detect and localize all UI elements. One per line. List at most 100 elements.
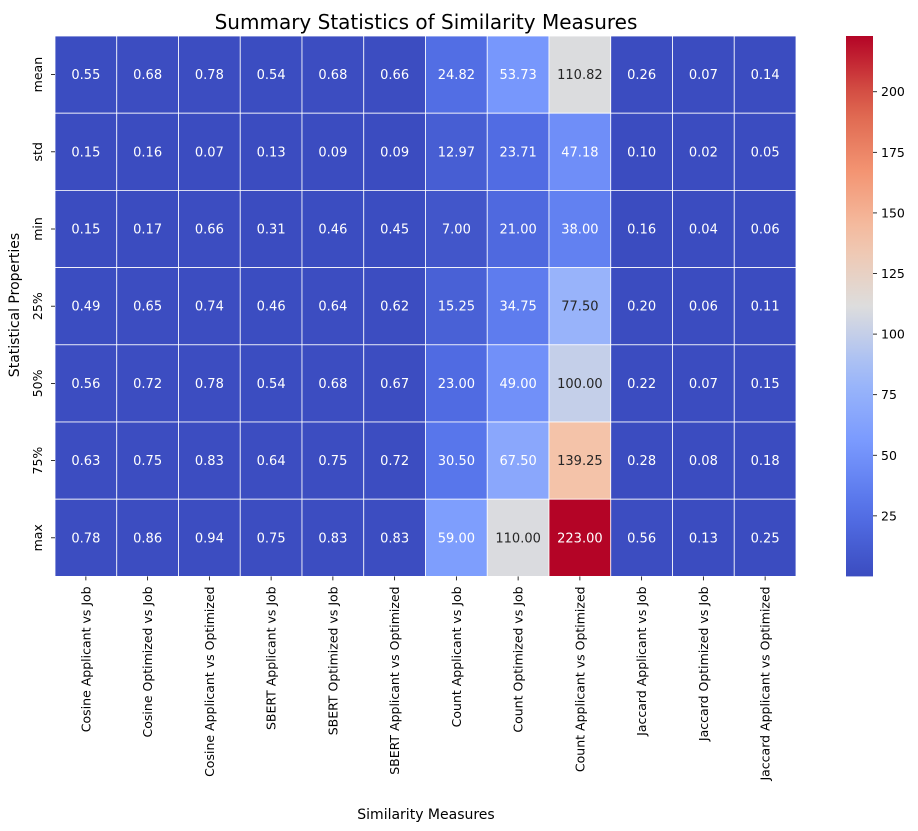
- cell-value-label: 23.00: [438, 377, 475, 392]
- cell-value-label: 0.56: [71, 377, 100, 392]
- heatmap-cell: [733, 267, 797, 346]
- cell-value-label: 24.82: [438, 68, 475, 83]
- x-tick-label: Count Optimized vs Job: [511, 586, 526, 732]
- heatmap-cell: [363, 35, 426, 114]
- chart-title: Summary Statistics of Similarity Measure…: [215, 10, 638, 34]
- heatmap-cell: [239, 498, 303, 577]
- cell-value-label: 0.83: [318, 531, 347, 546]
- cell-value-label: 0.13: [689, 531, 718, 546]
- cell-value-label: 0.07: [195, 145, 224, 160]
- heatmap-cell: [486, 421, 550, 500]
- cell-value-label: 38.00: [561, 223, 598, 238]
- x-tick-label: SBERT Optimized vs Job: [325, 586, 340, 735]
- heatmap-cell: [239, 35, 303, 114]
- cell-value-label: 0.20: [627, 300, 656, 315]
- cell-value-label: 67.50: [500, 454, 537, 469]
- heatmap-cell: [301, 498, 365, 577]
- heatmap-cell: [54, 189, 118, 268]
- cell-value-label: 0.72: [133, 377, 162, 392]
- heatmap-cell: [548, 421, 612, 500]
- heatmap-cell: [178, 267, 241, 346]
- cell-value-label: 0.14: [751, 68, 780, 83]
- heatmap-cell: [733, 498, 797, 577]
- heatmap-cell: [548, 267, 612, 346]
- cell-value-label: 0.63: [71, 454, 100, 469]
- heatmap-cell: [610, 267, 673, 346]
- heatmap-cell: [610, 35, 673, 114]
- heatmap-cell: [239, 112, 303, 191]
- y-tick-label: 50%: [30, 369, 45, 397]
- heatmap-cell: [301, 344, 365, 423]
- cell-value-label: 0.74: [195, 300, 224, 315]
- colorbar-tick-label: 200: [881, 84, 905, 99]
- heatmap-cell: [363, 112, 426, 191]
- cell-value-label: 0.46: [318, 223, 347, 238]
- heatmap-cell: [239, 267, 303, 346]
- heatmap-cell: [178, 344, 241, 423]
- cell-value-label: 0.15: [751, 377, 780, 392]
- colorbar-tick-label: 75: [881, 387, 897, 402]
- cell-value-label: 23.71: [500, 145, 537, 160]
- cell-value-label: 59.00: [438, 531, 475, 546]
- heatmap-cell: [301, 112, 365, 191]
- heatmap-cell: [178, 189, 241, 268]
- cell-value-label: 0.66: [195, 223, 224, 238]
- x-axis-label: Similarity Measures: [357, 807, 494, 823]
- colorbar-tick-label: 25: [881, 508, 897, 523]
- cell-value-label: 0.68: [318, 377, 347, 392]
- y-tick-label: max: [30, 524, 45, 551]
- cell-value-label: 110.82: [557, 68, 603, 83]
- cell-value-label: 0.28: [627, 454, 656, 469]
- cell-value-label: 0.54: [257, 68, 286, 83]
- x-tick-label: Jaccard Optimized vs Job: [696, 586, 711, 742]
- cell-value-label: 0.46: [257, 300, 286, 315]
- cell-value-label: 110.00: [495, 531, 541, 546]
- colorbar-tick-label: 125: [881, 266, 905, 281]
- cell-value-label: 0.07: [689, 68, 718, 83]
- cell-value-label: 7.00: [442, 223, 471, 238]
- cell-value-label: 0.08: [689, 454, 718, 469]
- heatmap-cell: [733, 189, 797, 268]
- heatmap-cell: [425, 421, 488, 500]
- y-tick-label: std: [30, 142, 45, 161]
- heatmap-cell: [54, 421, 118, 500]
- cell-value-label: 0.45: [380, 223, 409, 238]
- heatmap-cell: [301, 35, 365, 114]
- y-tick-label: mean: [30, 57, 45, 92]
- cell-value-label: 0.16: [627, 223, 656, 238]
- colorbar-tick-label: 175: [881, 145, 905, 160]
- cell-value-label: 30.50: [438, 454, 475, 469]
- heatmap-cells: [54, 35, 797, 577]
- x-tick-label: Jaccard Applicant vs Optimized: [758, 586, 773, 781]
- cell-value-label: 0.94: [195, 531, 224, 546]
- cell-value-label: 0.10: [627, 145, 656, 160]
- cell-value-label: 12.97: [438, 145, 475, 160]
- y-tick-label: 75%: [30, 447, 45, 475]
- cell-value-label: 0.06: [689, 300, 718, 315]
- heatmap-cell: [425, 498, 488, 577]
- cell-value-label: 0.83: [380, 531, 409, 546]
- cell-value-label: 0.72: [380, 454, 409, 469]
- x-tick-label: SBERT Applicant vs Optimized: [387, 586, 402, 774]
- heatmap-cell: [54, 267, 118, 346]
- x-tick-label: Cosine Applicant vs Optimized: [202, 586, 217, 777]
- cell-value-label: 0.64: [257, 454, 286, 469]
- cell-value-label: 0.25: [751, 531, 780, 546]
- cell-value-label: 100.00: [557, 377, 603, 392]
- cell-value-label: 0.66: [380, 68, 409, 83]
- heatmap-cell: [548, 498, 612, 577]
- heatmap-cell: [116, 344, 179, 423]
- heatmap-cell: [672, 267, 735, 346]
- heatmap-cell: [733, 35, 797, 114]
- cell-value-label: 0.13: [257, 145, 286, 160]
- heatmap-cell: [672, 344, 735, 423]
- cell-value-label: 0.83: [195, 454, 224, 469]
- heatmap-cell: [548, 112, 612, 191]
- heatmap-cell: [363, 344, 426, 423]
- cell-value-label: 0.65: [133, 300, 162, 315]
- cell-value-label: 0.78: [195, 68, 224, 83]
- cell-value-label: 0.55: [71, 68, 100, 83]
- colorbar-ticks: 25 50 75 100 125 150 175 200: [873, 84, 905, 523]
- x-tick-labels: Cosine Applicant vs Job Cosine Optimized …: [78, 576, 773, 782]
- heatmap-cell: [425, 112, 488, 191]
